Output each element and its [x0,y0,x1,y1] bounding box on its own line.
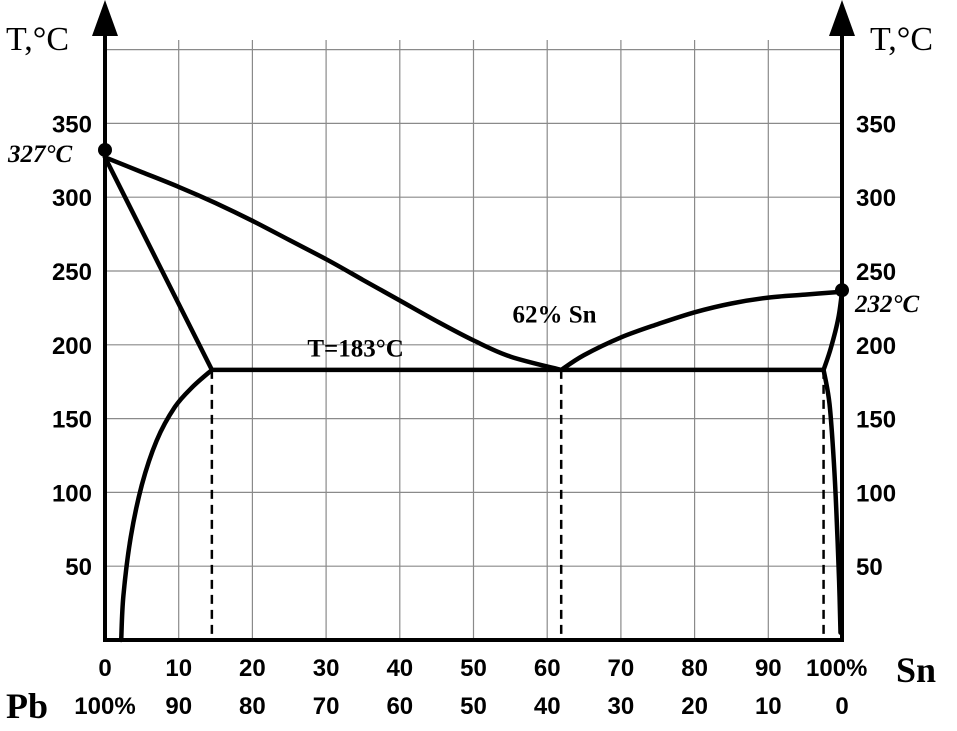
sn-tick-label: 70 [608,655,635,682]
melting-points: 327°C 232°C [7,141,919,318]
phase-curve [118,367,215,643]
y-axis-title-right: T,°C [870,21,933,58]
y-tick-label-left: 50 [65,554,92,581]
y-tick-label-left: 100 [52,480,92,507]
pb-tick-label: 30 [608,693,635,720]
pb-tick-label: 100% [74,693,135,720]
y-tick-label-left: 150 [52,407,92,434]
pb-tick-label: 60 [386,693,413,720]
pb-tick-label: 0 [835,693,848,720]
sn-tick-label: 0 [98,655,111,682]
sn-tick-label: 30 [313,655,340,682]
pb-tick-label: 80 [239,693,266,720]
y-tick-label-right: 350 [856,111,896,138]
annotation-label: 62% Sn [513,302,597,329]
labels: T,°C T,°C Sn Pb [6,21,936,726]
phase-curve [821,367,843,635]
y-tick-label-left: 350 [52,111,92,138]
axes [92,0,855,642]
y-tick-label-right: 300 [856,185,896,212]
sn-tick-label: 90 [755,655,782,682]
grid [105,40,842,640]
pb-tick-label: 70 [313,693,340,720]
phase-curve [821,289,845,373]
y-tick-label-left: 200 [52,333,92,360]
sn-tick-label: 80 [681,655,708,682]
pb-label: Pb [6,686,48,726]
y-tick-label-left: 300 [52,185,92,212]
phase-curve [102,155,215,373]
dashed-lines [210,369,825,640]
y-tick-label-right: 100 [856,480,896,507]
y-tick-label-right: 150 [856,407,896,434]
melting-point-marker [835,283,849,298]
sn-tick-label: 60 [534,655,561,682]
melting-point-label: 327°C [7,141,72,168]
pb-tick-label: 10 [755,693,782,720]
sn-tick-label: 100% [806,655,867,682]
phase-curve [558,289,845,373]
pb-tick-label: 90 [165,693,192,720]
pb-tick-label: 40 [534,693,561,720]
y-tick-label-right: 250 [856,259,896,286]
y-tick-label-right: 200 [856,333,896,360]
y-tick-label-right: 50 [856,554,883,581]
phase-curve [102,155,564,373]
right-axis-arrow-icon [829,0,855,36]
sn-label: Sn [896,650,936,690]
sn-tick-label: 20 [239,655,266,682]
y-tick-label-left: 250 [52,259,92,286]
melting-point-marker [98,142,112,157]
pb-tick-label: 50 [460,693,487,720]
phase-curves [102,155,845,643]
sn-tick-label: 10 [165,655,192,682]
y-axis-title-left: T,°C [6,21,69,58]
pb-tick-label: 20 [681,693,708,720]
sn-tick-label: 50 [460,655,487,682]
left-axis-arrow-icon [92,0,118,36]
annotations: T=183°C 62% Sn [307,302,596,363]
sn-tick-label: 40 [386,655,413,682]
melting-point-label: 232°C [854,291,919,318]
annotation-label: T=183°C [307,336,403,363]
